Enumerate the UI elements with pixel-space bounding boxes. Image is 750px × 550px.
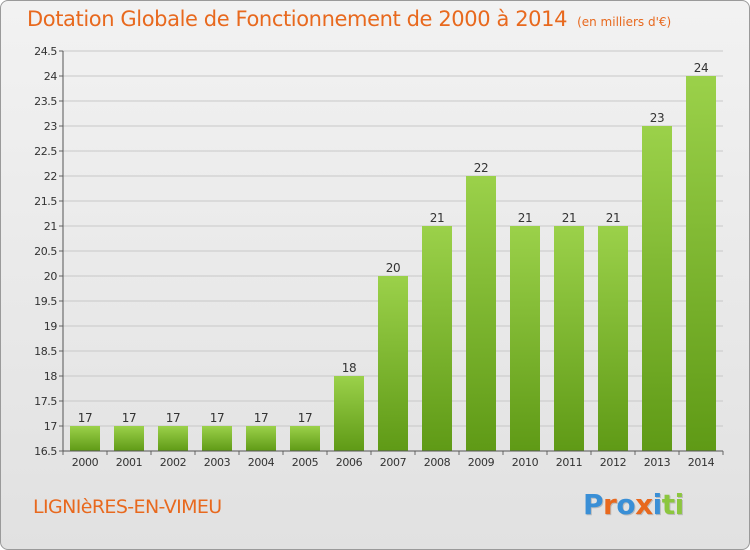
y-tick-label: 23 bbox=[44, 120, 58, 133]
x-tick-label: 2012 bbox=[600, 456, 626, 469]
logo-letter: t bbox=[661, 488, 675, 521]
data-label: 23 bbox=[650, 111, 664, 125]
town-name: LIGNIèRES-EN-VIMEU bbox=[33, 496, 222, 518]
x-tick-label: 2008 bbox=[424, 456, 451, 469]
data-label: 24 bbox=[694, 61, 708, 75]
y-tick-label: 18.5 bbox=[34, 345, 57, 358]
logo-letter: o bbox=[616, 488, 636, 521]
logo-letter: i bbox=[674, 488, 685, 521]
logo-letter: x bbox=[635, 488, 653, 521]
proxiti-logo[interactable]: Proxiti bbox=[583, 488, 684, 521]
y-tick-label: 19 bbox=[44, 320, 58, 333]
y-tick-label: 20.5 bbox=[34, 245, 57, 258]
x-tick-label: 2009 bbox=[468, 456, 495, 469]
data-label: 17 bbox=[210, 411, 224, 425]
logo-letter: i bbox=[652, 488, 663, 521]
x-tick-label: 2013 bbox=[644, 456, 671, 469]
chart-title-main: Dotation Globale de Fonctionnement de 20… bbox=[27, 7, 568, 31]
bar-2003 bbox=[202, 426, 232, 451]
data-label: 17 bbox=[254, 411, 268, 425]
x-tick-label: 2002 bbox=[160, 456, 186, 469]
data-label: 18 bbox=[342, 361, 356, 375]
bar-2010 bbox=[510, 226, 540, 451]
bar-2011 bbox=[554, 226, 584, 451]
bar-2002 bbox=[158, 426, 188, 451]
x-tick-label: 2007 bbox=[380, 456, 407, 469]
bar-2006 bbox=[334, 376, 364, 451]
y-tick-label: 17.5 bbox=[34, 395, 57, 408]
data-label: 17 bbox=[122, 411, 136, 425]
logo-letter: r bbox=[603, 488, 617, 521]
x-tick-label: 2010 bbox=[512, 456, 539, 469]
data-label: 21 bbox=[430, 211, 444, 225]
x-tick-label: 2005 bbox=[292, 456, 319, 469]
chart-title: Dotation Globale de Fonctionnement de 20… bbox=[27, 7, 671, 31]
data-label: 17 bbox=[298, 411, 312, 425]
y-tick-label: 21 bbox=[44, 220, 57, 233]
x-tick-label: 2003 bbox=[204, 456, 231, 469]
bar-2004 bbox=[246, 426, 276, 451]
y-tick-label: 17 bbox=[44, 420, 58, 433]
data-label: 21 bbox=[562, 211, 576, 225]
data-label: 17 bbox=[166, 411, 180, 425]
bar-2001 bbox=[114, 426, 144, 451]
bar-2008 bbox=[422, 226, 452, 451]
x-tick-label: 2001 bbox=[116, 456, 142, 469]
y-tick-label: 24 bbox=[44, 70, 58, 83]
bar-2012 bbox=[598, 226, 628, 451]
y-tick-label: 18 bbox=[44, 370, 58, 383]
data-label: 22 bbox=[474, 161, 488, 175]
x-tick-label: 2006 bbox=[336, 456, 363, 469]
logo-letter: P bbox=[583, 488, 604, 521]
bar-2005 bbox=[290, 426, 320, 451]
chart-title-unit: (en milliers d'€) bbox=[577, 15, 672, 29]
bar-2007 bbox=[378, 276, 408, 451]
data-label: 21 bbox=[518, 211, 532, 225]
data-label: 20 bbox=[386, 261, 400, 275]
y-tick-label: 24.5 bbox=[34, 45, 57, 58]
x-tick-label: 2014 bbox=[688, 456, 715, 469]
data-label: 17 bbox=[78, 411, 92, 425]
y-tick-label: 19.5 bbox=[34, 295, 57, 308]
x-tick-label: 2000 bbox=[72, 456, 99, 469]
y-tick-label: 21.5 bbox=[34, 195, 57, 208]
y-tick-label: 22.5 bbox=[34, 145, 57, 158]
y-tick-label: 22 bbox=[44, 170, 57, 183]
bar-2014 bbox=[686, 76, 716, 451]
data-label: 21 bbox=[606, 211, 620, 225]
y-tick-label: 23.5 bbox=[34, 95, 57, 108]
x-tick-label: 2004 bbox=[248, 456, 275, 469]
x-tick-label: 2011 bbox=[556, 456, 582, 469]
y-tick-label: 20 bbox=[44, 270, 58, 283]
bar-2013 bbox=[642, 126, 672, 451]
bar-2009 bbox=[466, 176, 496, 451]
bar-2000 bbox=[70, 426, 100, 451]
y-tick-label: 16.5 bbox=[34, 445, 57, 458]
